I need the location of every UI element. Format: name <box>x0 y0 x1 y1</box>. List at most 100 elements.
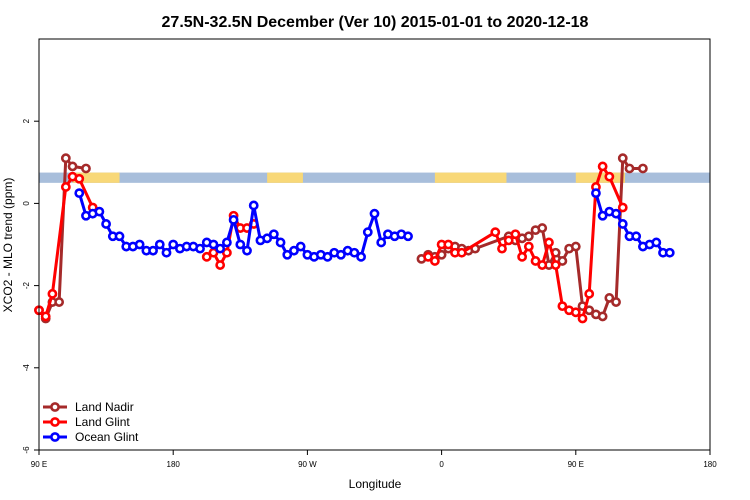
legend-label-land-glint: Land Glint <box>75 415 130 429</box>
point-land-glint-39 <box>617 202 628 213</box>
point-land-glint-10 <box>221 247 232 258</box>
series-ocean-glint <box>74 188 675 262</box>
y-axis-label: XCO2 - MLO trend (ppm) <box>1 178 15 313</box>
point-ocean-glint-45 <box>376 237 387 248</box>
point-ocean-glint-28 <box>262 233 273 244</box>
point-land-glint-37 <box>597 161 608 172</box>
point-ocean-glint-31 <box>282 249 293 260</box>
point-land-nadir-26 <box>570 241 581 252</box>
point-land-glint-31 <box>557 301 568 312</box>
point-ocean-glint-39 <box>336 249 346 260</box>
point-ocean-glint-50 <box>591 188 601 199</box>
chart-title: 27.5N-32.5N December (Ver 10) 2015-01-01… <box>162 14 589 31</box>
point-land-glint-38 <box>604 171 615 182</box>
point-ocean-glint-37 <box>322 251 333 262</box>
point-ocean-glint-25 <box>242 245 252 256</box>
point-ocean-glint-43 <box>362 227 373 238</box>
legend-item-ocean-glint: Ocean Glint <box>43 430 139 444</box>
point-ocean-glint-56 <box>631 231 642 242</box>
x-axis-label: Longitude <box>349 477 402 491</box>
x-tick-label-1: 180 <box>167 460 181 469</box>
point-land-glint-3 <box>60 182 71 192</box>
point-land-nadir-35 <box>638 163 648 174</box>
band-land-2 <box>434 172 507 183</box>
point-land-nadir-21 <box>537 223 548 233</box>
point-ocean-glint-14 <box>168 239 179 250</box>
legend-marker-land-nadir <box>50 402 60 412</box>
legend-marker-land-glint <box>50 417 60 427</box>
point-land-nadir-31 <box>604 293 615 303</box>
point-land-glint-20 <box>456 247 467 258</box>
legend-label-ocean-glint: Ocean Glint <box>75 430 139 444</box>
point-ocean-glint-21 <box>215 243 226 254</box>
point-ocean-glint-30 <box>275 237 286 248</box>
point-land-nadir-6 <box>81 163 91 174</box>
series-land-glint <box>34 161 628 324</box>
x-tick-label-0: 90 E <box>31 460 47 469</box>
legend-item-land-glint: Land Glint <box>43 415 130 429</box>
x-tick-label-3: 0 <box>439 460 444 469</box>
point-land-glint-26 <box>523 241 534 252</box>
band-land-0 <box>72 172 120 183</box>
series-line-land-glint-0 <box>37 175 95 318</box>
y-tick-label-2: -2 <box>22 281 31 289</box>
point-ocean-glint-61 <box>664 247 675 258</box>
point-ocean-glint-13 <box>161 247 172 258</box>
point-ocean-glint-54 <box>617 219 628 229</box>
point-ocean-glint-53 <box>611 208 621 219</box>
point-land-glint-35 <box>584 288 595 299</box>
point-land-glint-30 <box>550 260 561 270</box>
point-land-glint-2 <box>47 288 58 299</box>
x-tick-label-5: 180 <box>703 460 717 469</box>
point-ocean-glint-6 <box>114 231 125 242</box>
legend-label-land-nadir: Land Nadir <box>75 400 134 414</box>
point-ocean-glint-18 <box>195 243 205 254</box>
point-ocean-glint-41 <box>349 247 360 258</box>
point-land-glint-1 <box>40 311 51 322</box>
point-ocean-glint-32 <box>289 245 299 256</box>
point-ocean-glint-11 <box>148 245 158 256</box>
point-land-glint-24 <box>510 229 521 240</box>
point-land-nadir-32 <box>611 297 621 307</box>
point-land-glint-15 <box>423 251 434 262</box>
x-tick-label-4: 90 E <box>568 460 584 469</box>
point-ocean-glint-44 <box>369 208 380 219</box>
point-ocean-glint-33 <box>295 241 306 252</box>
point-ocean-glint-12 <box>154 239 165 250</box>
legend-item-land-nadir: Land Nadir <box>43 400 134 414</box>
point-land-glint-9 <box>215 260 226 270</box>
point-land-glint-16 <box>429 256 440 266</box>
point-land-nadir-24 <box>557 256 568 266</box>
y-tick-label-0: -6 <box>22 446 31 454</box>
y-tick-label-4: 2 <box>22 118 31 123</box>
band-land-1 <box>267 172 303 183</box>
point-ocean-glint-22 <box>221 237 232 248</box>
point-land-glint-22 <box>497 243 507 254</box>
point-land-glint-5 <box>74 173 85 184</box>
legend-marker-ocean-glint <box>50 432 60 442</box>
point-ocean-glint-42 <box>356 251 366 262</box>
point-ocean-glint-59 <box>651 237 662 248</box>
point-ocean-glint-24 <box>235 239 246 250</box>
point-ocean-glint-49 <box>403 231 413 242</box>
point-ocean-glint-20 <box>208 239 219 250</box>
point-land-nadir-30 <box>597 311 608 322</box>
point-land-glint-7 <box>201 251 212 262</box>
point-land-glint-33 <box>570 307 581 318</box>
series-layer <box>34 153 675 324</box>
point-land-glint-18 <box>443 239 454 250</box>
x-axis-ticks: 90 E 180 90 W 0 90 E 180 <box>31 450 717 469</box>
point-land-nadir-5 <box>67 161 78 172</box>
point-land-glint-34 <box>577 313 588 324</box>
point-land-glint-21 <box>490 227 501 238</box>
point-ocean-glint-3 <box>94 206 105 217</box>
plot-frame <box>38 38 711 451</box>
point-ocean-glint-29 <box>268 229 279 240</box>
point-land-glint-28 <box>537 260 548 270</box>
point-ocean-glint-0 <box>74 188 85 199</box>
point-ocean-glint-23 <box>228 214 239 225</box>
point-ocean-glint-26 <box>248 200 259 211</box>
